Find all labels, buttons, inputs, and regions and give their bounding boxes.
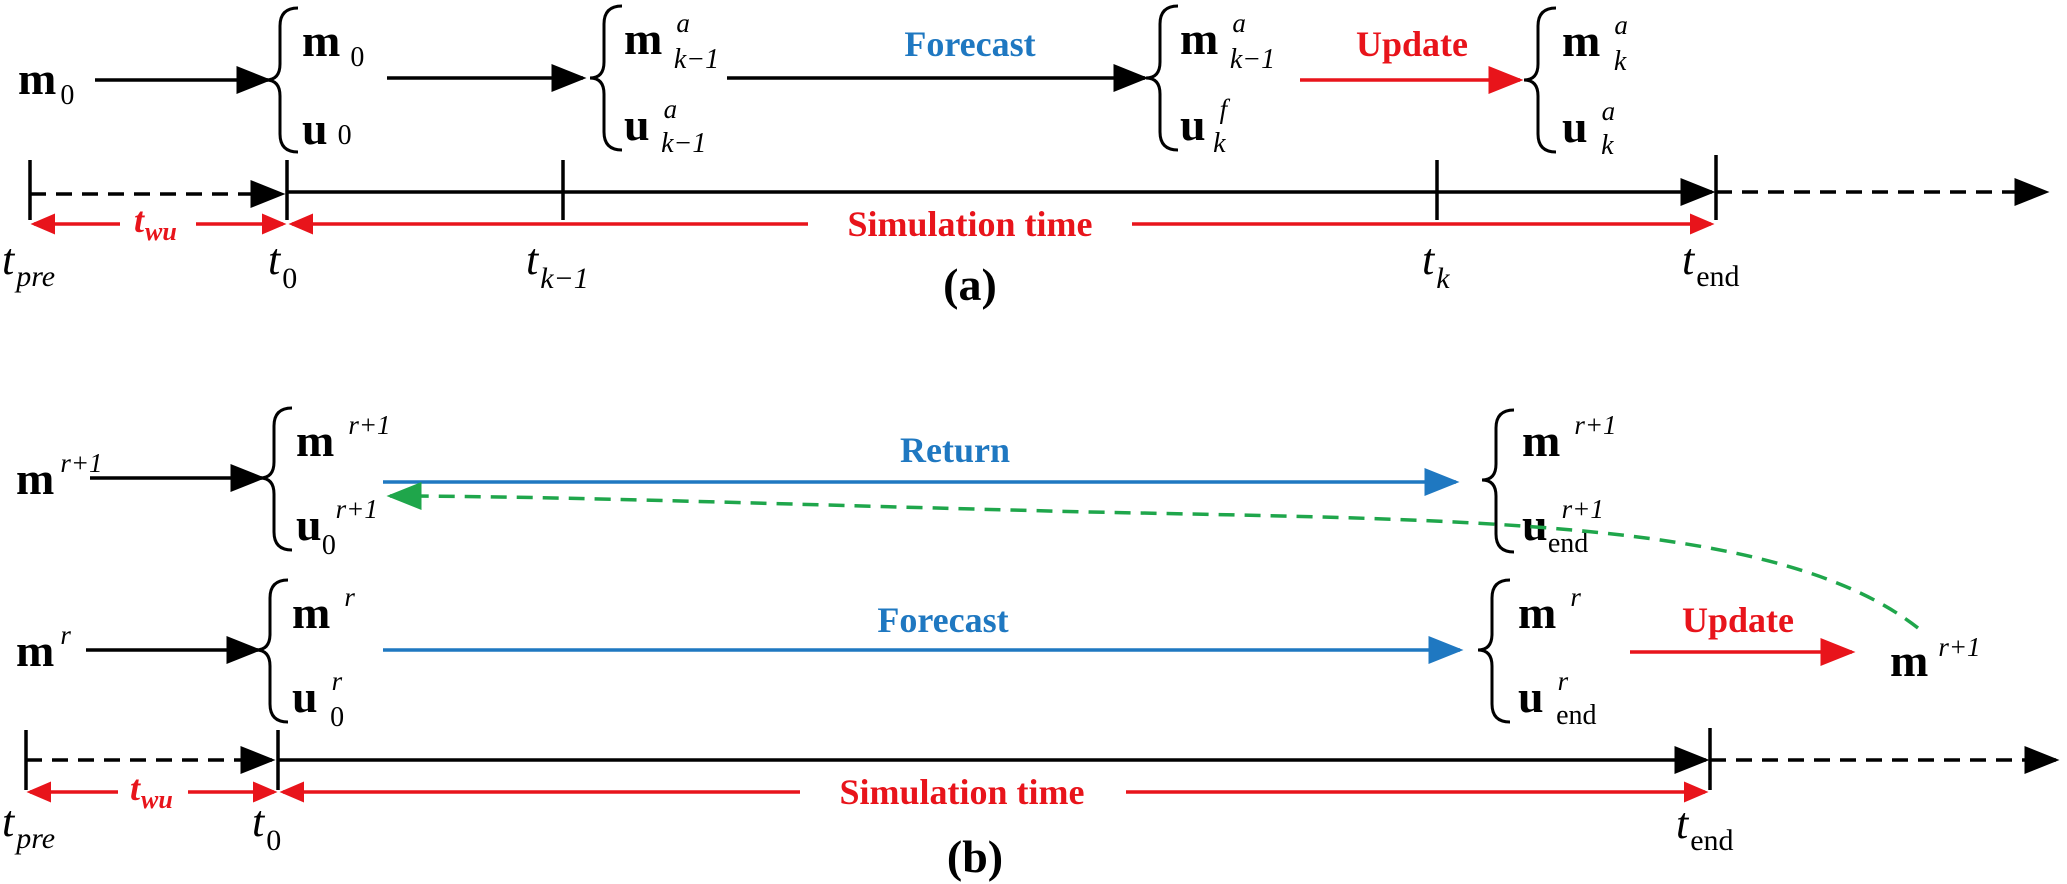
update-label-a: Update bbox=[1356, 24, 1468, 64]
brace-state0-r bbox=[255, 578, 289, 724]
timeline-b: twu Simulation time tpre t0 tend bbox=[2, 728, 2060, 857]
twu-label-b: twu bbox=[130, 768, 173, 814]
tlabel-tk-1-a: tk−1 bbox=[526, 235, 589, 295]
panel-a-label: (a) bbox=[943, 259, 997, 310]
updated-m-r1: m r+1 bbox=[1890, 632, 1981, 686]
brace-state-end-r bbox=[1477, 578, 1511, 724]
svg-text:mr+1: m r+1 bbox=[1522, 410, 1617, 466]
brace-state-k-1 bbox=[589, 4, 623, 152]
svg-text:mr: mr bbox=[1518, 582, 1581, 638]
svg-text:ur0: ur0 bbox=[292, 666, 344, 733]
initial-m-r1: m r+1 bbox=[16, 448, 103, 504]
brace-state0 bbox=[265, 6, 299, 154]
tlabel-t0-b: t0 bbox=[252, 797, 281, 857]
svg-text:mr+1: m r+1 bbox=[16, 448, 103, 504]
svg-text:ur+10: u r+1 0 bbox=[296, 494, 378, 561]
tlabel-t0-a: t0 bbox=[268, 235, 297, 295]
state-k-1-analysis: m a k−1 u a k−1 bbox=[624, 8, 719, 159]
svg-text:ufk: ufk bbox=[1180, 94, 1231, 159]
feedback-dashed-arrow bbox=[386, 482, 1920, 630]
forecast-label-a: Forecast bbox=[904, 24, 1035, 64]
svg-text:m0: m0 bbox=[18, 53, 74, 111]
svg-text:mak−1: m a k−1 bbox=[624, 8, 719, 75]
svg-text:uak: uak bbox=[1562, 96, 1615, 161]
tlabel-tk-a: tk bbox=[1422, 235, 1450, 295]
tlabel-tend-a: tend bbox=[1682, 235, 1740, 293]
brace-state-k-forecast bbox=[1145, 4, 1179, 152]
svg-text:mak: mak bbox=[1562, 10, 1628, 77]
svg-text:mak−1: m a k−1 bbox=[1180, 8, 1275, 75]
state0-r1: m r+1 u r+1 0 bbox=[296, 410, 391, 561]
svg-text:mr: mr bbox=[16, 620, 71, 676]
twu-label-a: twu bbox=[134, 200, 177, 246]
forecast-label-b: Forecast bbox=[877, 600, 1008, 640]
svg-text:uak−1: u a k−1 bbox=[624, 94, 706, 159]
brace-state-end-r1 bbox=[1481, 408, 1515, 554]
update-label-b: Update bbox=[1682, 600, 1794, 640]
panel-b-label: (b) bbox=[947, 831, 1003, 882]
svg-text:mr+1: m r+1 bbox=[296, 410, 391, 466]
timeline-a: twu Simulation time tpre t0 tk−1 tk tend bbox=[2, 155, 2050, 295]
tlabel-tpre-b: tpre bbox=[2, 797, 55, 855]
return-label: Return bbox=[900, 430, 1010, 470]
tlabel-tend-b: tend bbox=[1676, 799, 1734, 857]
tlabel-tpre-a: tpre bbox=[2, 235, 55, 293]
sim-time-label-a: Simulation time bbox=[847, 204, 1092, 244]
state-end-r1: m r+1 u r+1 end bbox=[1522, 410, 1617, 559]
svg-text:m0: m0 bbox=[302, 15, 364, 73]
svg-text:u0: u0 bbox=[302, 103, 352, 154]
brace-state0-r1 bbox=[259, 406, 293, 552]
svg-text:mr: mr bbox=[292, 582, 355, 638]
sim-time-label-b: Simulation time bbox=[839, 772, 1084, 812]
brace-state-k-analysis bbox=[1523, 6, 1557, 154]
svg-text:mr+1: m r+1 bbox=[1890, 632, 1981, 686]
